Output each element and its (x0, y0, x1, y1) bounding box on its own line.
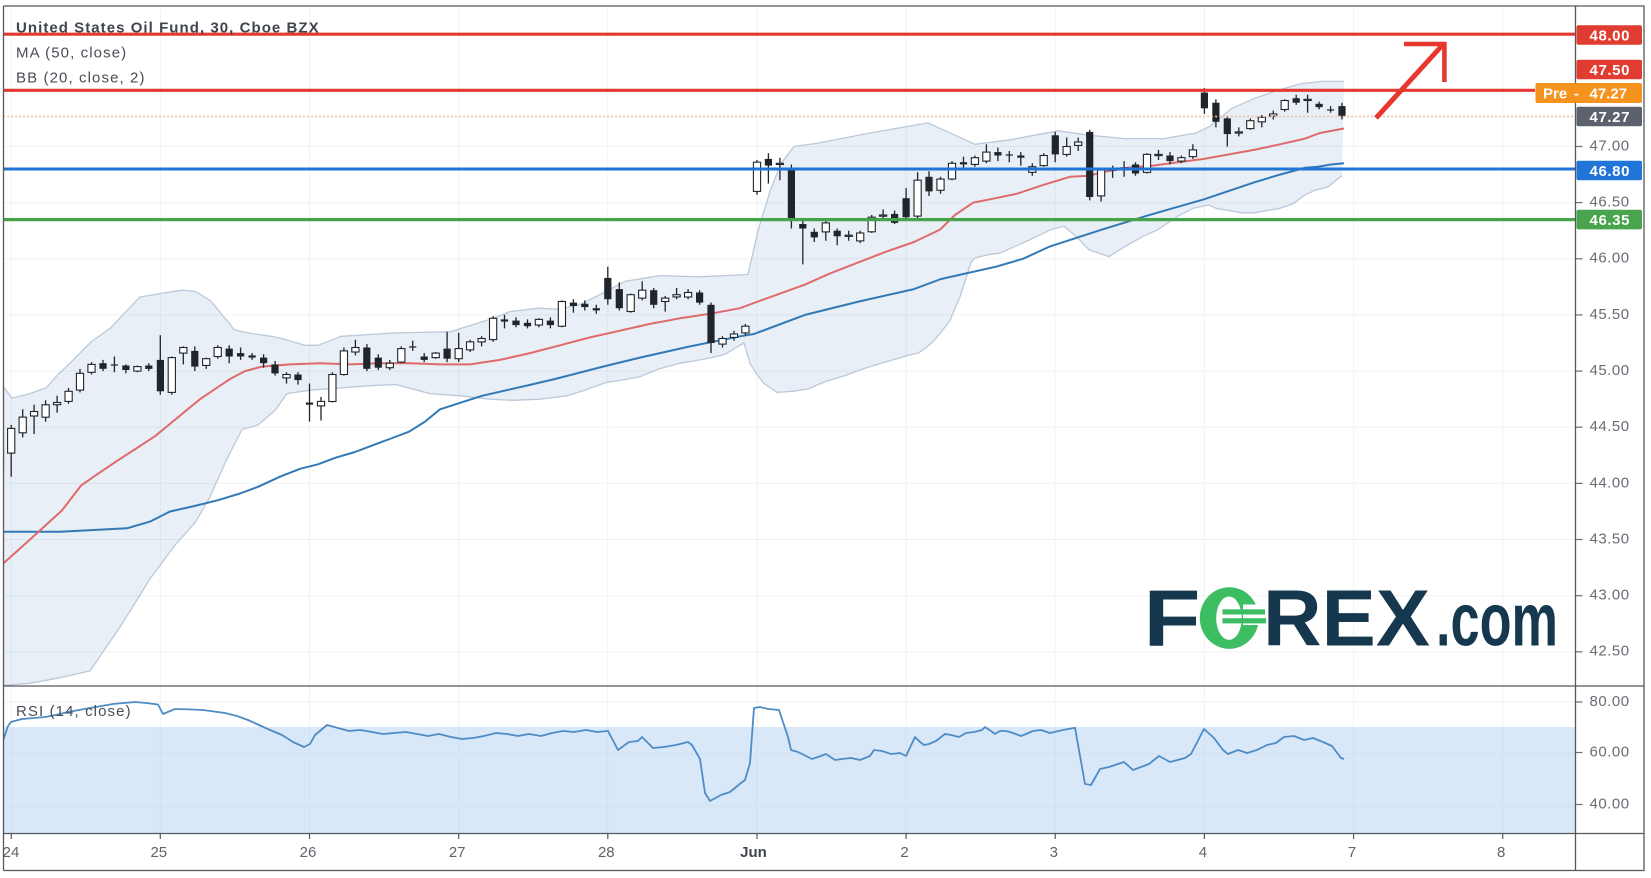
svg-text:42.50: 42.50 (1590, 643, 1630, 660)
svg-text:BB (20, close, 2): BB (20, close, 2) (16, 70, 146, 87)
svg-text:40.00: 40.00 (1590, 795, 1630, 812)
svg-text:44.50: 44.50 (1590, 418, 1630, 435)
svg-text:Pre: Pre (1543, 85, 1567, 102)
svg-text:2: 2 (900, 844, 908, 861)
svg-text:46.35: 46.35 (1590, 212, 1631, 229)
svg-text:.com: .com (1436, 577, 1558, 661)
svg-text:United States Oil Fund, 30, Cb: United States Oil Fund, 30, Cboe BZX (16, 20, 320, 37)
svg-text:60.00: 60.00 (1590, 743, 1630, 760)
svg-text:47.50: 47.50 (1590, 62, 1631, 79)
svg-text:43.50: 43.50 (1590, 530, 1630, 547)
svg-text:8: 8 (1497, 844, 1505, 861)
svg-text:46.50: 46.50 (1590, 194, 1630, 211)
svg-text:3: 3 (1050, 844, 1058, 861)
svg-text:45.00: 45.00 (1590, 362, 1630, 379)
svg-text:46.00: 46.00 (1590, 250, 1630, 267)
svg-text:REX: REX (1263, 573, 1430, 662)
svg-text:47.00: 47.00 (1590, 137, 1630, 154)
svg-text:MA (50, close): MA (50, close) (16, 45, 127, 62)
svg-text:F: F (1144, 573, 1201, 662)
svg-text:25: 25 (150, 844, 167, 861)
svg-text:26: 26 (300, 844, 317, 861)
svg-text:Jun: Jun (740, 844, 767, 861)
svg-text:44.00: 44.00 (1590, 474, 1630, 491)
svg-text:-: - (1574, 85, 1579, 102)
svg-text:28: 28 (598, 844, 615, 861)
svg-text:RSI (14, close): RSI (14, close) (16, 703, 132, 720)
svg-text:47.27: 47.27 (1590, 85, 1628, 102)
svg-text:48.00: 48.00 (1590, 27, 1631, 44)
svg-text:7: 7 (1348, 844, 1356, 861)
svg-text:4: 4 (1199, 844, 1207, 861)
svg-text:45.50: 45.50 (1590, 306, 1630, 323)
svg-text:46.80: 46.80 (1590, 163, 1631, 180)
svg-text:24: 24 (3, 844, 20, 861)
svg-text:47.27: 47.27 (1590, 109, 1631, 126)
svg-text:43.00: 43.00 (1590, 587, 1630, 604)
svg-text:27: 27 (449, 844, 466, 861)
svg-text:80.00: 80.00 (1590, 693, 1630, 710)
